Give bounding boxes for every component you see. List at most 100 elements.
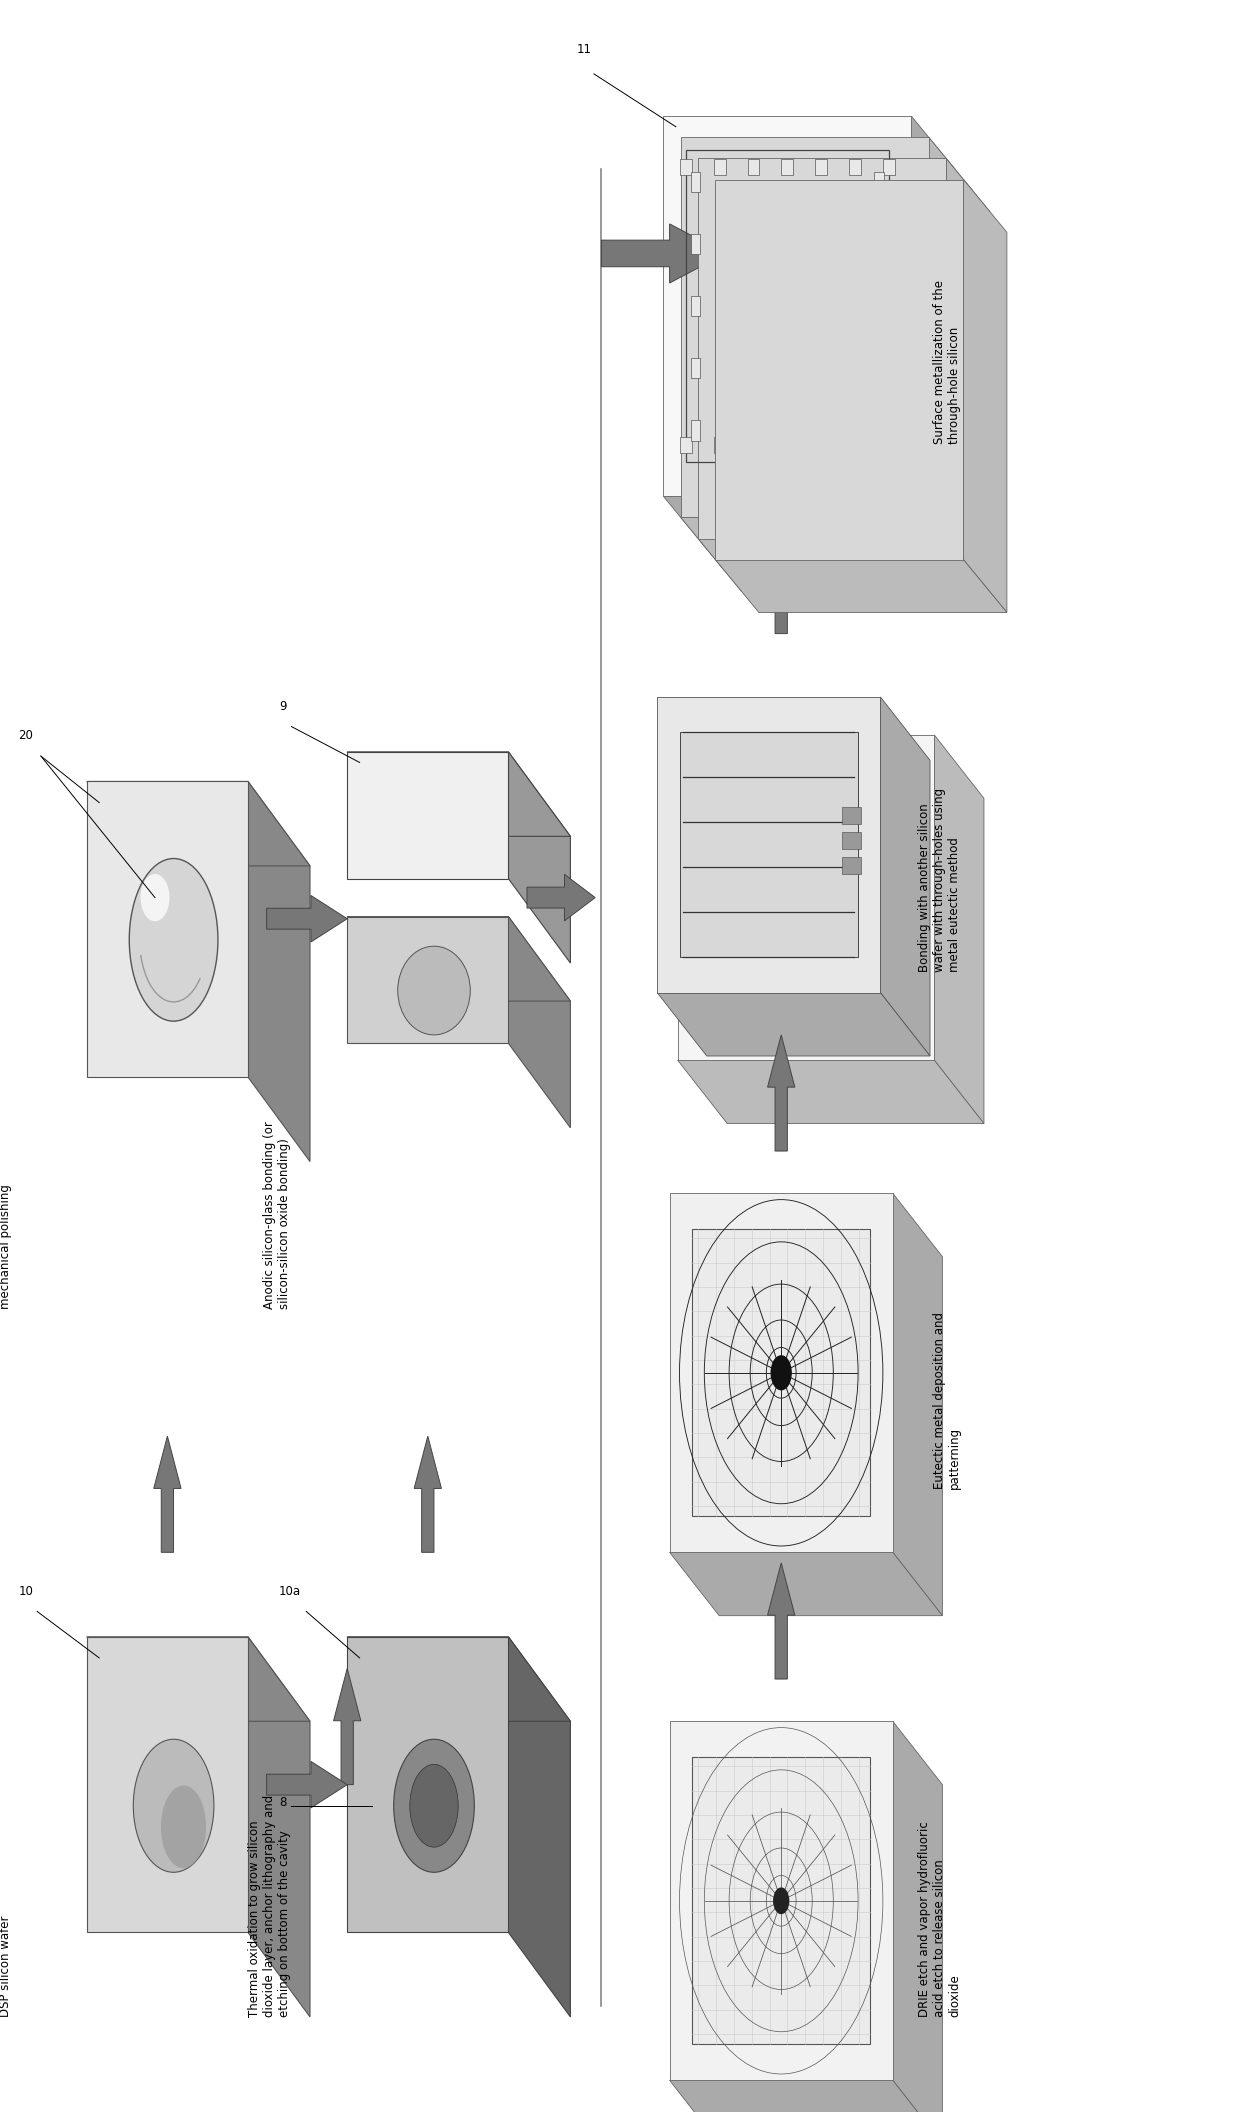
Polygon shape xyxy=(87,781,248,1077)
Polygon shape xyxy=(248,781,310,1162)
Polygon shape xyxy=(663,496,955,549)
Polygon shape xyxy=(347,1637,508,1932)
Polygon shape xyxy=(527,874,595,921)
Bar xyxy=(816,158,827,175)
Text: Eutectic metal deposition and
patterning: Eutectic metal deposition and patterning xyxy=(932,1312,961,1489)
Polygon shape xyxy=(267,1761,347,1808)
Polygon shape xyxy=(657,993,930,1056)
Bar xyxy=(849,158,861,175)
Polygon shape xyxy=(508,1637,570,2017)
Circle shape xyxy=(781,296,794,317)
Polygon shape xyxy=(715,180,963,560)
Bar xyxy=(680,437,692,454)
Polygon shape xyxy=(347,917,570,1001)
Bar xyxy=(883,437,895,454)
Text: 8: 8 xyxy=(279,1795,286,1808)
Circle shape xyxy=(774,1888,789,1913)
Bar xyxy=(748,437,759,454)
Polygon shape xyxy=(154,1436,181,1552)
Bar xyxy=(680,158,692,175)
Polygon shape xyxy=(248,1637,310,2017)
Bar xyxy=(781,437,794,454)
Text: Surface metallization of the
through-hole silicon: Surface metallization of the through-hol… xyxy=(932,279,961,444)
Bar xyxy=(691,171,701,192)
Bar xyxy=(849,437,861,454)
Polygon shape xyxy=(692,1229,870,1516)
Polygon shape xyxy=(87,1637,310,1721)
Bar xyxy=(691,359,701,378)
Polygon shape xyxy=(677,1060,985,1124)
Text: 9: 9 xyxy=(279,699,286,712)
Polygon shape xyxy=(698,158,946,539)
Text: DRIE etch and vapor hydrofluoric
acid etch to release silicon
dioxide: DRIE etch and vapor hydrofluoric acid et… xyxy=(918,1821,961,2017)
Ellipse shape xyxy=(129,857,218,1022)
Polygon shape xyxy=(680,733,858,957)
Polygon shape xyxy=(768,517,795,634)
Polygon shape xyxy=(963,180,1007,612)
Bar xyxy=(874,359,884,378)
Polygon shape xyxy=(87,1637,248,1932)
Ellipse shape xyxy=(161,1785,206,1869)
Polygon shape xyxy=(670,1721,893,2080)
Polygon shape xyxy=(334,1668,361,1785)
Polygon shape xyxy=(911,116,955,549)
Text: LPCVD polysilicon, chemical
mechanical polishing: LPCVD polysilicon, chemical mechanical p… xyxy=(0,1145,12,1309)
Bar xyxy=(714,158,725,175)
Bar xyxy=(691,234,701,253)
Polygon shape xyxy=(715,560,1007,612)
Text: 20: 20 xyxy=(19,729,33,741)
Polygon shape xyxy=(601,224,725,283)
Polygon shape xyxy=(663,116,911,496)
Polygon shape xyxy=(681,517,972,570)
Bar xyxy=(874,296,884,317)
Polygon shape xyxy=(929,137,972,570)
Polygon shape xyxy=(670,2080,942,2112)
Bar xyxy=(691,420,701,441)
Polygon shape xyxy=(893,1721,942,2112)
Polygon shape xyxy=(670,1552,942,1616)
Text: 11: 11 xyxy=(577,42,591,55)
Bar xyxy=(842,832,861,849)
Ellipse shape xyxy=(134,1740,215,1873)
Text: Bonding with another silicon
wafer with through-holes using
metal eutectic metho: Bonding with another silicon wafer with … xyxy=(918,788,961,972)
Ellipse shape xyxy=(140,874,170,921)
Ellipse shape xyxy=(409,1764,459,1848)
Bar xyxy=(816,437,827,454)
Text: Thermal oxidation to grow silicon
dioxide layer, anchor lithography and
etching : Thermal oxidation to grow silicon dioxid… xyxy=(248,1795,291,2017)
Ellipse shape xyxy=(398,946,470,1035)
Circle shape xyxy=(771,1356,791,1390)
Polygon shape xyxy=(677,735,935,1060)
Polygon shape xyxy=(893,1193,942,1616)
Text: Isotropic etching to form a
hemispherical cavity on one side of a
DSP silicon wa: Isotropic etching to form a hemispherica… xyxy=(0,1795,12,2017)
Bar xyxy=(842,807,861,824)
Polygon shape xyxy=(508,917,570,1128)
Polygon shape xyxy=(87,781,310,866)
Bar xyxy=(781,158,794,175)
Bar xyxy=(748,158,759,175)
Polygon shape xyxy=(698,539,990,591)
Bar xyxy=(691,296,701,317)
Polygon shape xyxy=(347,1637,570,1721)
Polygon shape xyxy=(267,895,347,942)
Polygon shape xyxy=(657,697,880,993)
Bar xyxy=(874,234,884,253)
Polygon shape xyxy=(347,752,508,879)
Polygon shape xyxy=(414,1436,441,1552)
Text: 10a: 10a xyxy=(279,1584,301,1597)
Polygon shape xyxy=(768,1035,795,1151)
Polygon shape xyxy=(935,735,985,1124)
Ellipse shape xyxy=(394,1740,474,1873)
Polygon shape xyxy=(768,1563,795,1679)
Polygon shape xyxy=(347,917,508,1043)
Text: Anodic silicon-glass bonding (or
silicon-silicon oxide bonding): Anodic silicon-glass bonding (or silicon… xyxy=(263,1121,291,1309)
Polygon shape xyxy=(880,697,930,1056)
Bar xyxy=(874,420,884,441)
Polygon shape xyxy=(670,1193,893,1552)
Bar xyxy=(842,857,861,874)
Polygon shape xyxy=(347,752,570,836)
Polygon shape xyxy=(692,1757,870,2044)
Text: 10: 10 xyxy=(19,1584,33,1597)
Polygon shape xyxy=(946,158,990,591)
Bar xyxy=(883,158,895,175)
Bar xyxy=(714,437,725,454)
